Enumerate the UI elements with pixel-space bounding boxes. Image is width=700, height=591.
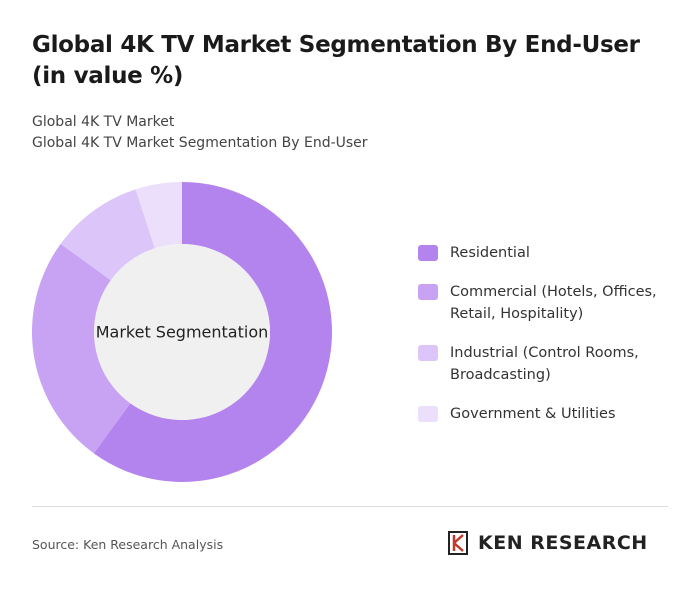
legend-item: Government & Utilities xyxy=(418,403,668,425)
chart-title: Global 4K TV Market Segmentation By End-… xyxy=(32,32,640,89)
legend-swatch xyxy=(418,345,438,361)
center-label: Market Segmentation xyxy=(96,323,269,342)
brand: KEN RESEARCH xyxy=(478,532,648,554)
legend-label: Residential xyxy=(450,245,530,261)
legend-item: Commercial (Hotels, Offices, Retail, Hos… xyxy=(418,281,668,325)
legend-label: Government & Utilities xyxy=(450,406,616,422)
source: Source: Ken Research Analysis xyxy=(32,537,224,552)
donut-chart: Market Segmentation xyxy=(32,182,332,482)
legend-item: Industrial (Control Rooms, Broadcasting) xyxy=(418,342,668,386)
subtitle: Global 4K TV Market xyxy=(32,114,175,130)
legend-label: Commercial (Hotels, Offices, Retail, Hos… xyxy=(450,284,657,322)
legend: Residential Commercial (Hotels, Offices, … xyxy=(418,242,668,442)
legend-swatch xyxy=(418,284,438,300)
logo-icon xyxy=(448,531,468,555)
subtitle: Global 4K TV Market Segmentation By End-… xyxy=(32,135,368,151)
legend-swatch xyxy=(418,406,438,422)
legend-item: Residential xyxy=(418,242,668,264)
donut-slice xyxy=(60,189,155,281)
legend-label: Industrial (Control Rooms, Broadcasting) xyxy=(450,345,639,383)
legend-swatch xyxy=(418,245,438,261)
donut-slice xyxy=(93,182,332,482)
donut-slice xyxy=(135,182,182,249)
divider xyxy=(32,506,668,507)
donut-hole xyxy=(94,244,270,420)
donut-slice xyxy=(32,243,131,454)
